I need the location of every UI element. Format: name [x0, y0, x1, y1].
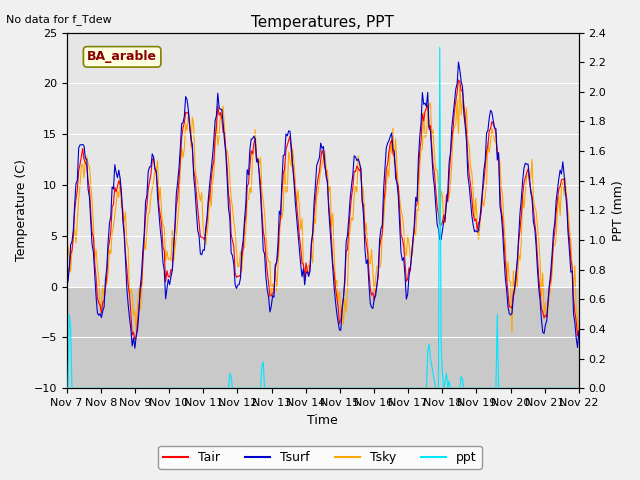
Title: Temperatures, PPT: Temperatures, PPT: [252, 15, 394, 30]
Tsurf: [507, 312, 515, 318]
ppt: [63, 385, 70, 391]
Tsurf: [131, 345, 139, 351]
Y-axis label: Temperature (C): Temperature (C): [15, 159, 28, 262]
Tair: [131, 336, 139, 342]
Tsurf: [328, 245, 335, 251]
Tair: [575, 327, 582, 333]
Text: BA_arable: BA_arable: [87, 50, 157, 63]
Tsurf: [429, 172, 437, 178]
Tsky: [575, 337, 582, 343]
Tsurf: [80, 143, 88, 149]
Tair: [80, 156, 88, 162]
Tsurf: [573, 345, 581, 350]
Bar: [67, 33, 579, 287]
X-axis label: Time: Time: [307, 414, 338, 427]
Tsurf: [575, 329, 582, 335]
Tair: [507, 304, 515, 310]
Tsky: [63, 268, 70, 274]
Tsurf: [63, 283, 70, 289]
ppt: [575, 385, 582, 391]
Tsky: [506, 278, 513, 284]
Tair: [96, 302, 104, 308]
Bar: [67, 287, 579, 388]
Text: No data for f_Tdew: No data for f_Tdew: [6, 14, 112, 25]
Tair: [328, 235, 335, 240]
Tsky: [456, 78, 463, 84]
Tair: [429, 162, 437, 168]
ppt: [506, 385, 513, 391]
Line: Tsurf: Tsurf: [67, 62, 579, 348]
ppt: [80, 385, 88, 391]
Line: Tair: Tair: [67, 80, 579, 339]
Tair: [573, 333, 581, 338]
Tsky: [326, 183, 334, 189]
ppt: [572, 385, 580, 391]
ppt: [326, 385, 334, 391]
Tair: [63, 271, 70, 277]
Legend: Tair, Tsurf, Tsky, ppt: Tair, Tsurf, Tsky, ppt: [158, 446, 482, 469]
Tsky: [572, 305, 580, 311]
Line: ppt: ppt: [67, 48, 579, 388]
Tsky: [80, 175, 88, 181]
Tsky: [428, 134, 436, 140]
Line: Tsky: Tsky: [67, 81, 579, 340]
Tsurf: [454, 59, 462, 65]
ppt: [436, 45, 444, 50]
Tsky: [96, 303, 104, 309]
Y-axis label: PPT (mm): PPT (mm): [612, 180, 625, 241]
ppt: [428, 363, 436, 369]
Tair: [454, 77, 462, 83]
Tsurf: [96, 311, 104, 316]
ppt: [96, 385, 104, 391]
